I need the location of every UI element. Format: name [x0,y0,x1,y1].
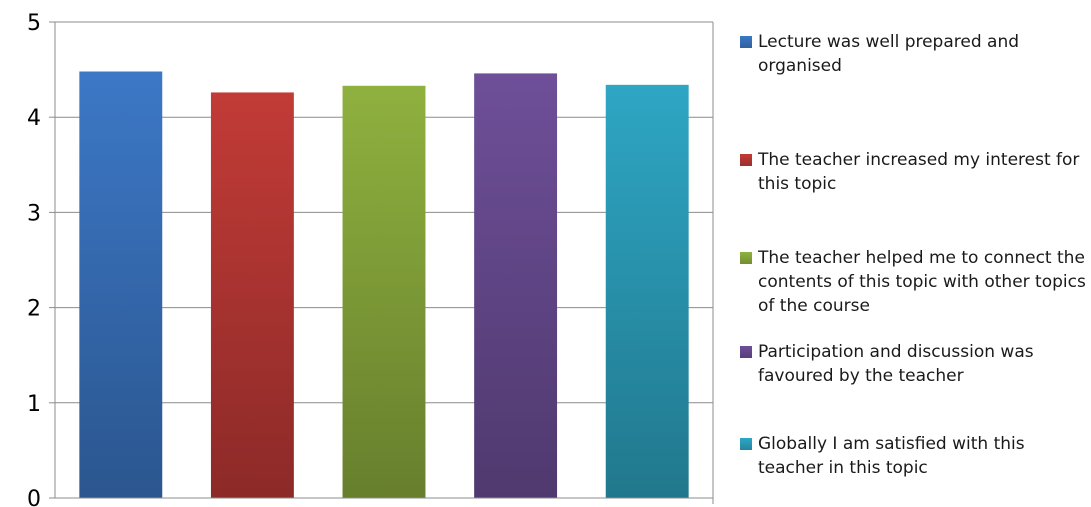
y-tick-label-4: 4 [27,106,41,131]
legend-item-4: Participation and discussion was favoure… [740,340,1088,388]
bar-1 [79,71,163,498]
bar-3 [342,85,426,498]
legend-item-3: The teacher helped me to connect the con… [740,246,1088,318]
legend-label-4: Participation and discussion was favoure… [758,342,1034,386]
legend-label-2: The teacher increased my interest for th… [758,150,1080,194]
legend-swatch-5 [740,438,752,450]
legend-label-5: Globally I am satisfied with this teache… [758,434,1025,478]
y-tick-label-0: 0 [27,487,41,507]
bar-5 [605,84,689,498]
bar-4 [474,73,558,499]
y-axis-ticks: 0 1 2 3 4 5 [27,11,55,507]
bar-2 [210,92,294,498]
y-tick-label-3: 3 [27,201,41,226]
legend-swatch-3 [740,252,752,264]
legend-swatch-2 [740,154,752,166]
bars [79,71,689,499]
legend-label-3: The teacher helped me to connect the con… [758,248,1086,316]
legend-swatch-1 [740,36,752,48]
bar-chart: 0 1 2 3 4 5 [27,11,714,507]
legend: Lecture was well prepared and organised … [740,0,1091,507]
y-tick-label-5: 5 [27,11,41,36]
legend-item-1: Lecture was well prepared and organised [740,30,1088,78]
legend-label-1: Lecture was well prepared and organised [758,32,1020,76]
axes [54,21,714,504]
legend-swatch-4 [740,346,752,358]
y-tick-label-2: 2 [27,297,41,322]
legend-item-2: The teacher increased my interest for th… [740,148,1088,196]
y-tick-label-1: 1 [27,392,41,417]
legend-item-5: Globally I am satisfied with this teache… [740,432,1088,480]
